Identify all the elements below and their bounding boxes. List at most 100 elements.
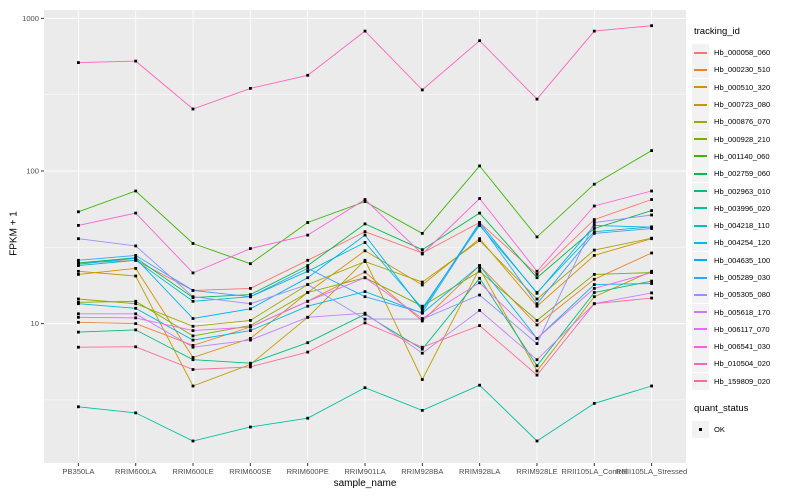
- data-point: [535, 342, 539, 345]
- legend-line-swatch: [694, 224, 707, 227]
- data-point: [535, 323, 539, 327]
- legend-item: Hb_005618_170: [692, 303, 798, 321]
- data-point: [535, 369, 539, 373]
- data-point: [650, 198, 653, 201]
- data-point: [478, 164, 481, 168]
- legend-item: Hb_001140_060: [692, 147, 798, 165]
- data-point: [478, 237, 481, 241]
- data-point: [306, 299, 310, 303]
- legend-item: Hb_000928_210: [692, 130, 798, 148]
- legend-key: [692, 355, 709, 373]
- legend-item-label: Hb_002759_060: [714, 169, 771, 179]
- legend-item-label: Hb_000876_070: [714, 117, 771, 127]
- data-point: [420, 311, 424, 314]
- legend-line-swatch: [694, 311, 707, 314]
- data-point: [134, 316, 138, 320]
- legend-key: [692, 286, 709, 304]
- legend-item-quant: OK: [692, 421, 798, 439]
- x-axis-title: sample_name: [333, 478, 397, 489]
- data-point: [592, 248, 596, 252]
- data-point: [535, 439, 539, 443]
- data-point: [363, 198, 367, 201]
- legend-key: [692, 130, 709, 148]
- data-point: [592, 29, 596, 33]
- legend-point-swatch: [699, 428, 703, 432]
- data-point: [363, 222, 367, 226]
- data-point: [650, 251, 653, 255]
- data-point: [363, 233, 367, 237]
- legend-line-swatch: [694, 345, 707, 348]
- legend-key: [692, 338, 709, 356]
- data-point: [306, 267, 310, 270]
- x-tick-label: RRIM600PE: [287, 467, 329, 476]
- data-point: [191, 344, 195, 347]
- data-point: [478, 324, 481, 327]
- legend-item-label: Hb_001140_060: [714, 151, 770, 161]
- legend-line-swatch: [694, 51, 707, 54]
- data-point: [191, 299, 195, 303]
- data-point: [420, 88, 424, 92]
- data-point: [478, 267, 481, 270]
- data-point: [363, 230, 367, 234]
- data-point: [249, 338, 252, 342]
- data-point: [535, 358, 539, 362]
- data-point: [77, 264, 80, 267]
- data-point: [249, 337, 252, 340]
- data-point: [363, 321, 367, 325]
- legend-key: [692, 251, 709, 269]
- legend-item-label: Hb_003996_020: [714, 203, 771, 213]
- data-point: [592, 230, 596, 234]
- legend-item-label: Hb_005305_080: [714, 290, 771, 300]
- data-point: [478, 383, 481, 387]
- legend-item-label: Hb_004635_100: [714, 255, 771, 265]
- data-point: [77, 320, 80, 324]
- data-point: [592, 291, 596, 294]
- data-point: [191, 242, 195, 245]
- legend-item: Hb_006541_030: [692, 338, 798, 356]
- y-axis-title: FPKM + 1: [8, 211, 20, 256]
- data-point: [363, 276, 367, 280]
- legend-item-label: Hb_004218_110: [714, 221, 770, 231]
- data-point: [535, 304, 539, 308]
- data-point: [191, 317, 195, 320]
- data-point: [134, 274, 138, 278]
- data-point: [650, 271, 653, 274]
- data-point: [363, 241, 367, 244]
- legend-item: Hb_004635_100: [692, 251, 798, 269]
- legend-key: [692, 165, 709, 183]
- data-point: [77, 210, 80, 214]
- data-point: [249, 319, 252, 322]
- data-point: [77, 273, 80, 276]
- data-point: [134, 211, 138, 215]
- data-point: [363, 249, 367, 253]
- data-point: [592, 227, 596, 230]
- data-point: [77, 315, 80, 319]
- legend-item: Hb_000723_080: [692, 96, 798, 114]
- y-tick-label: 100: [26, 167, 39, 176]
- data-point: [650, 291, 653, 295]
- legend-item: Hb_000876_070: [692, 113, 798, 131]
- legend-item-label: Hb_005618_170: [714, 307, 771, 317]
- data-point: [134, 244, 138, 248]
- data-point: [420, 409, 424, 412]
- data-point: [478, 239, 481, 242]
- x-tick-label: RRIM600LE: [172, 467, 213, 476]
- x-tick-label: RRIM928LE: [516, 467, 557, 476]
- data-point: [306, 416, 310, 420]
- data-point: [249, 262, 252, 266]
- data-point: [249, 365, 252, 369]
- data-point: [191, 368, 195, 371]
- legend-item: Hb_159809_020: [692, 372, 798, 390]
- data-point: [535, 269, 539, 273]
- legend-key: [692, 303, 709, 321]
- data-point: [306, 276, 310, 280]
- x-tick-label: RRIM600LA: [115, 467, 157, 476]
- data-point: [420, 232, 424, 235]
- data-point: [592, 277, 596, 281]
- data-point: [535, 302, 539, 306]
- legend-line-swatch: [694, 380, 707, 383]
- data-point: [77, 312, 80, 316]
- data-point: [249, 325, 252, 329]
- data-point: [134, 256, 138, 260]
